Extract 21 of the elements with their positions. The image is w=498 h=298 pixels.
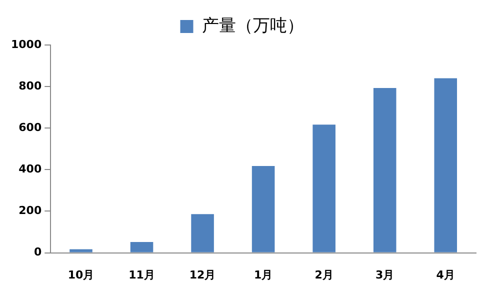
y-tick-label: 800 <box>18 79 42 92</box>
bar <box>70 249 92 252</box>
bar <box>312 124 336 252</box>
bar <box>434 78 458 252</box>
bar <box>252 166 275 252</box>
bar <box>191 214 214 252</box>
x-tick-label: 12月 <box>189 268 216 282</box>
x-tick-label: 11月 <box>128 268 155 282</box>
y-tick-label: 1000 <box>10 38 42 51</box>
y-tick-label: 400 <box>18 162 42 176</box>
x-tick-label: 10月 <box>68 268 94 282</box>
y-tick-label: 0 <box>34 246 42 259</box>
y-tick-label: 200 <box>18 204 42 218</box>
x-tick-label: 1月 <box>254 268 273 282</box>
bar <box>130 242 154 252</box>
x-tick-label: 3月 <box>376 268 394 282</box>
bar <box>373 88 396 252</box>
x-tick-label: 4月 <box>436 268 455 282</box>
y-tick-label: 600 <box>18 120 42 134</box>
legend-label: 产量（万吨） <box>202 16 304 36</box>
x-tick-label: 2月 <box>314 268 334 282</box>
